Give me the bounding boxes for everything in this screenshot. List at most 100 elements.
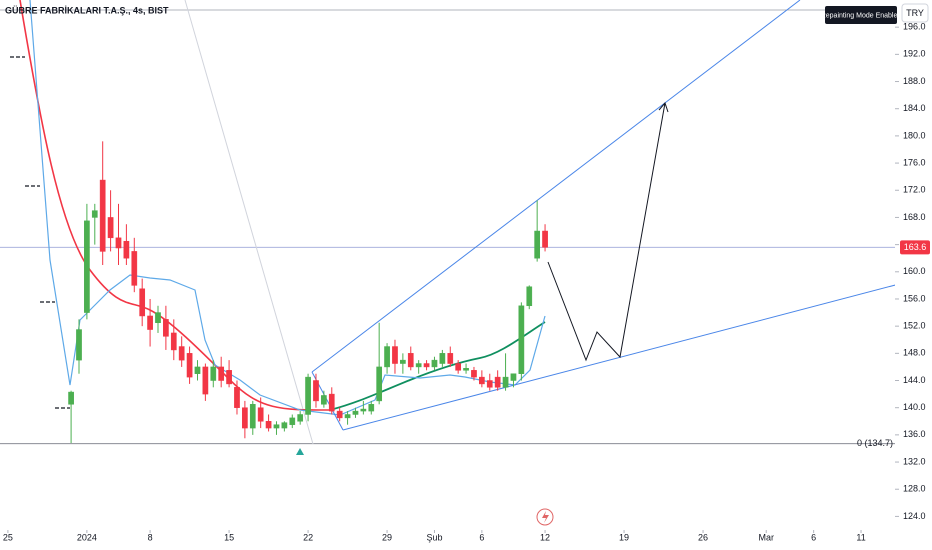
candle-body	[328, 393, 335, 412]
x-tick-label: 8	[148, 532, 153, 542]
x-tick-label: Şub	[426, 532, 442, 542]
candle-body	[336, 410, 343, 419]
candle-body	[155, 312, 161, 324]
candle-body	[76, 329, 82, 361]
candle-body	[91, 210, 98, 218]
candle-body	[68, 391, 74, 405]
x-tick-label: 12	[540, 532, 550, 542]
candle-body	[542, 230, 548, 248]
candle-body	[510, 373, 517, 381]
y-tick-label: 184.0	[903, 103, 926, 113]
y-tick-label: 140.0	[903, 402, 926, 412]
candle-body	[281, 422, 288, 429]
signal-marker	[296, 448, 304, 455]
candle-body	[297, 414, 304, 422]
diagonal-line	[184, 0, 314, 445]
candle-body	[226, 370, 232, 385]
candle-body	[439, 353, 446, 364]
candle-body	[139, 288, 146, 317]
green-ma	[329, 321, 546, 411]
candle-body	[257, 407, 264, 422]
y-tick-label: 180.0	[903, 130, 926, 140]
y-tick-label: 124.0	[903, 511, 926, 521]
candle-body	[218, 366, 225, 381]
y-tick-label: 176.0	[903, 157, 926, 167]
symbol-title: GÜBRE FABRİKALARI T.A.Ş., 4s, BIST	[5, 5, 169, 15]
x-tick-label: 11	[856, 532, 865, 542]
badge-bg	[825, 6, 897, 24]
y-tick-label: 132.0	[903, 456, 926, 466]
candle-body	[455, 363, 462, 371]
candle-body	[202, 366, 209, 395]
candle-body	[147, 315, 153, 330]
candle-body	[305, 376, 311, 415]
y-tick-label: 188.0	[903, 76, 926, 86]
candle-body	[170, 332, 177, 351]
y-tick-label: 152.0	[903, 321, 926, 331]
badge: Repainting Mode Enabled	[821, 12, 902, 19]
candle-body	[123, 240, 130, 259]
candle-body	[376, 366, 383, 402]
y-tick-label: 192.0	[903, 49, 926, 59]
y-tick-label: 144.0	[903, 375, 926, 385]
x-tick-label: 2024	[77, 532, 97, 542]
currency[interactable]: TRY	[906, 8, 924, 18]
x-tick-label: 19	[619, 532, 629, 542]
x-tick-label: 29	[382, 532, 392, 542]
candle-body	[194, 366, 201, 374]
candle-body	[368, 404, 375, 412]
candle-body	[249, 404, 256, 429]
level-markers	[10, 56, 70, 409]
x-tick-label: Mar	[758, 532, 774, 542]
candle-body	[463, 368, 469, 371]
candle-body	[384, 346, 390, 368]
currency-button[interactable]	[901, 3, 929, 23]
candle-body	[526, 286, 533, 307]
x-tick-label: 26	[698, 532, 708, 542]
candle-body	[242, 407, 248, 429]
candle-body	[502, 376, 509, 388]
candle-body	[186, 353, 193, 378]
candle-body	[115, 237, 122, 249]
x-tick-label: 15	[224, 532, 234, 542]
level-label: 0 (134.7)	[857, 438, 893, 448]
x-tick-label: 22	[303, 532, 313, 542]
candle-body	[107, 217, 114, 239]
y-tick-label: 168.0	[903, 212, 926, 222]
candle-body	[265, 421, 272, 429]
candle-body	[431, 359, 438, 368]
event-bolt	[542, 511, 549, 523]
y-tick-label: 156.0	[903, 293, 926, 303]
candle-body	[273, 424, 280, 429]
x-tick-label: 6	[479, 532, 484, 542]
candle-body	[352, 410, 359, 415]
candle-body	[479, 376, 485, 385]
candle-body	[84, 220, 90, 313]
x-tick-label: 25	[3, 532, 13, 542]
candle-body	[178, 346, 185, 361]
candle-body	[99, 179, 106, 252]
last-price-label: 163.6	[904, 242, 927, 252]
candle-body	[163, 319, 169, 337]
candle-body	[407, 353, 414, 368]
x-tick-label: 6	[811, 532, 816, 542]
candle-body	[344, 414, 351, 419]
blue-band	[29, 0, 546, 416]
y-tick-label: 160.0	[903, 266, 926, 276]
candle-body	[471, 370, 477, 378]
candle-body	[234, 387, 240, 408]
y-tick-label: 196.0	[903, 22, 926, 32]
last-price-box	[900, 240, 930, 255]
y-tick-label: 128.0	[903, 484, 926, 494]
candle-body	[518, 305, 525, 374]
y-tick-label: 136.0	[903, 429, 926, 439]
candle-body	[289, 417, 296, 425]
upper-trendline	[311, 0, 801, 373]
candle-body	[131, 251, 138, 286]
candle-body	[360, 408, 367, 412]
candle-body	[494, 376, 501, 388]
candle-body	[415, 363, 422, 368]
forecast-arrow	[547, 102, 669, 362]
